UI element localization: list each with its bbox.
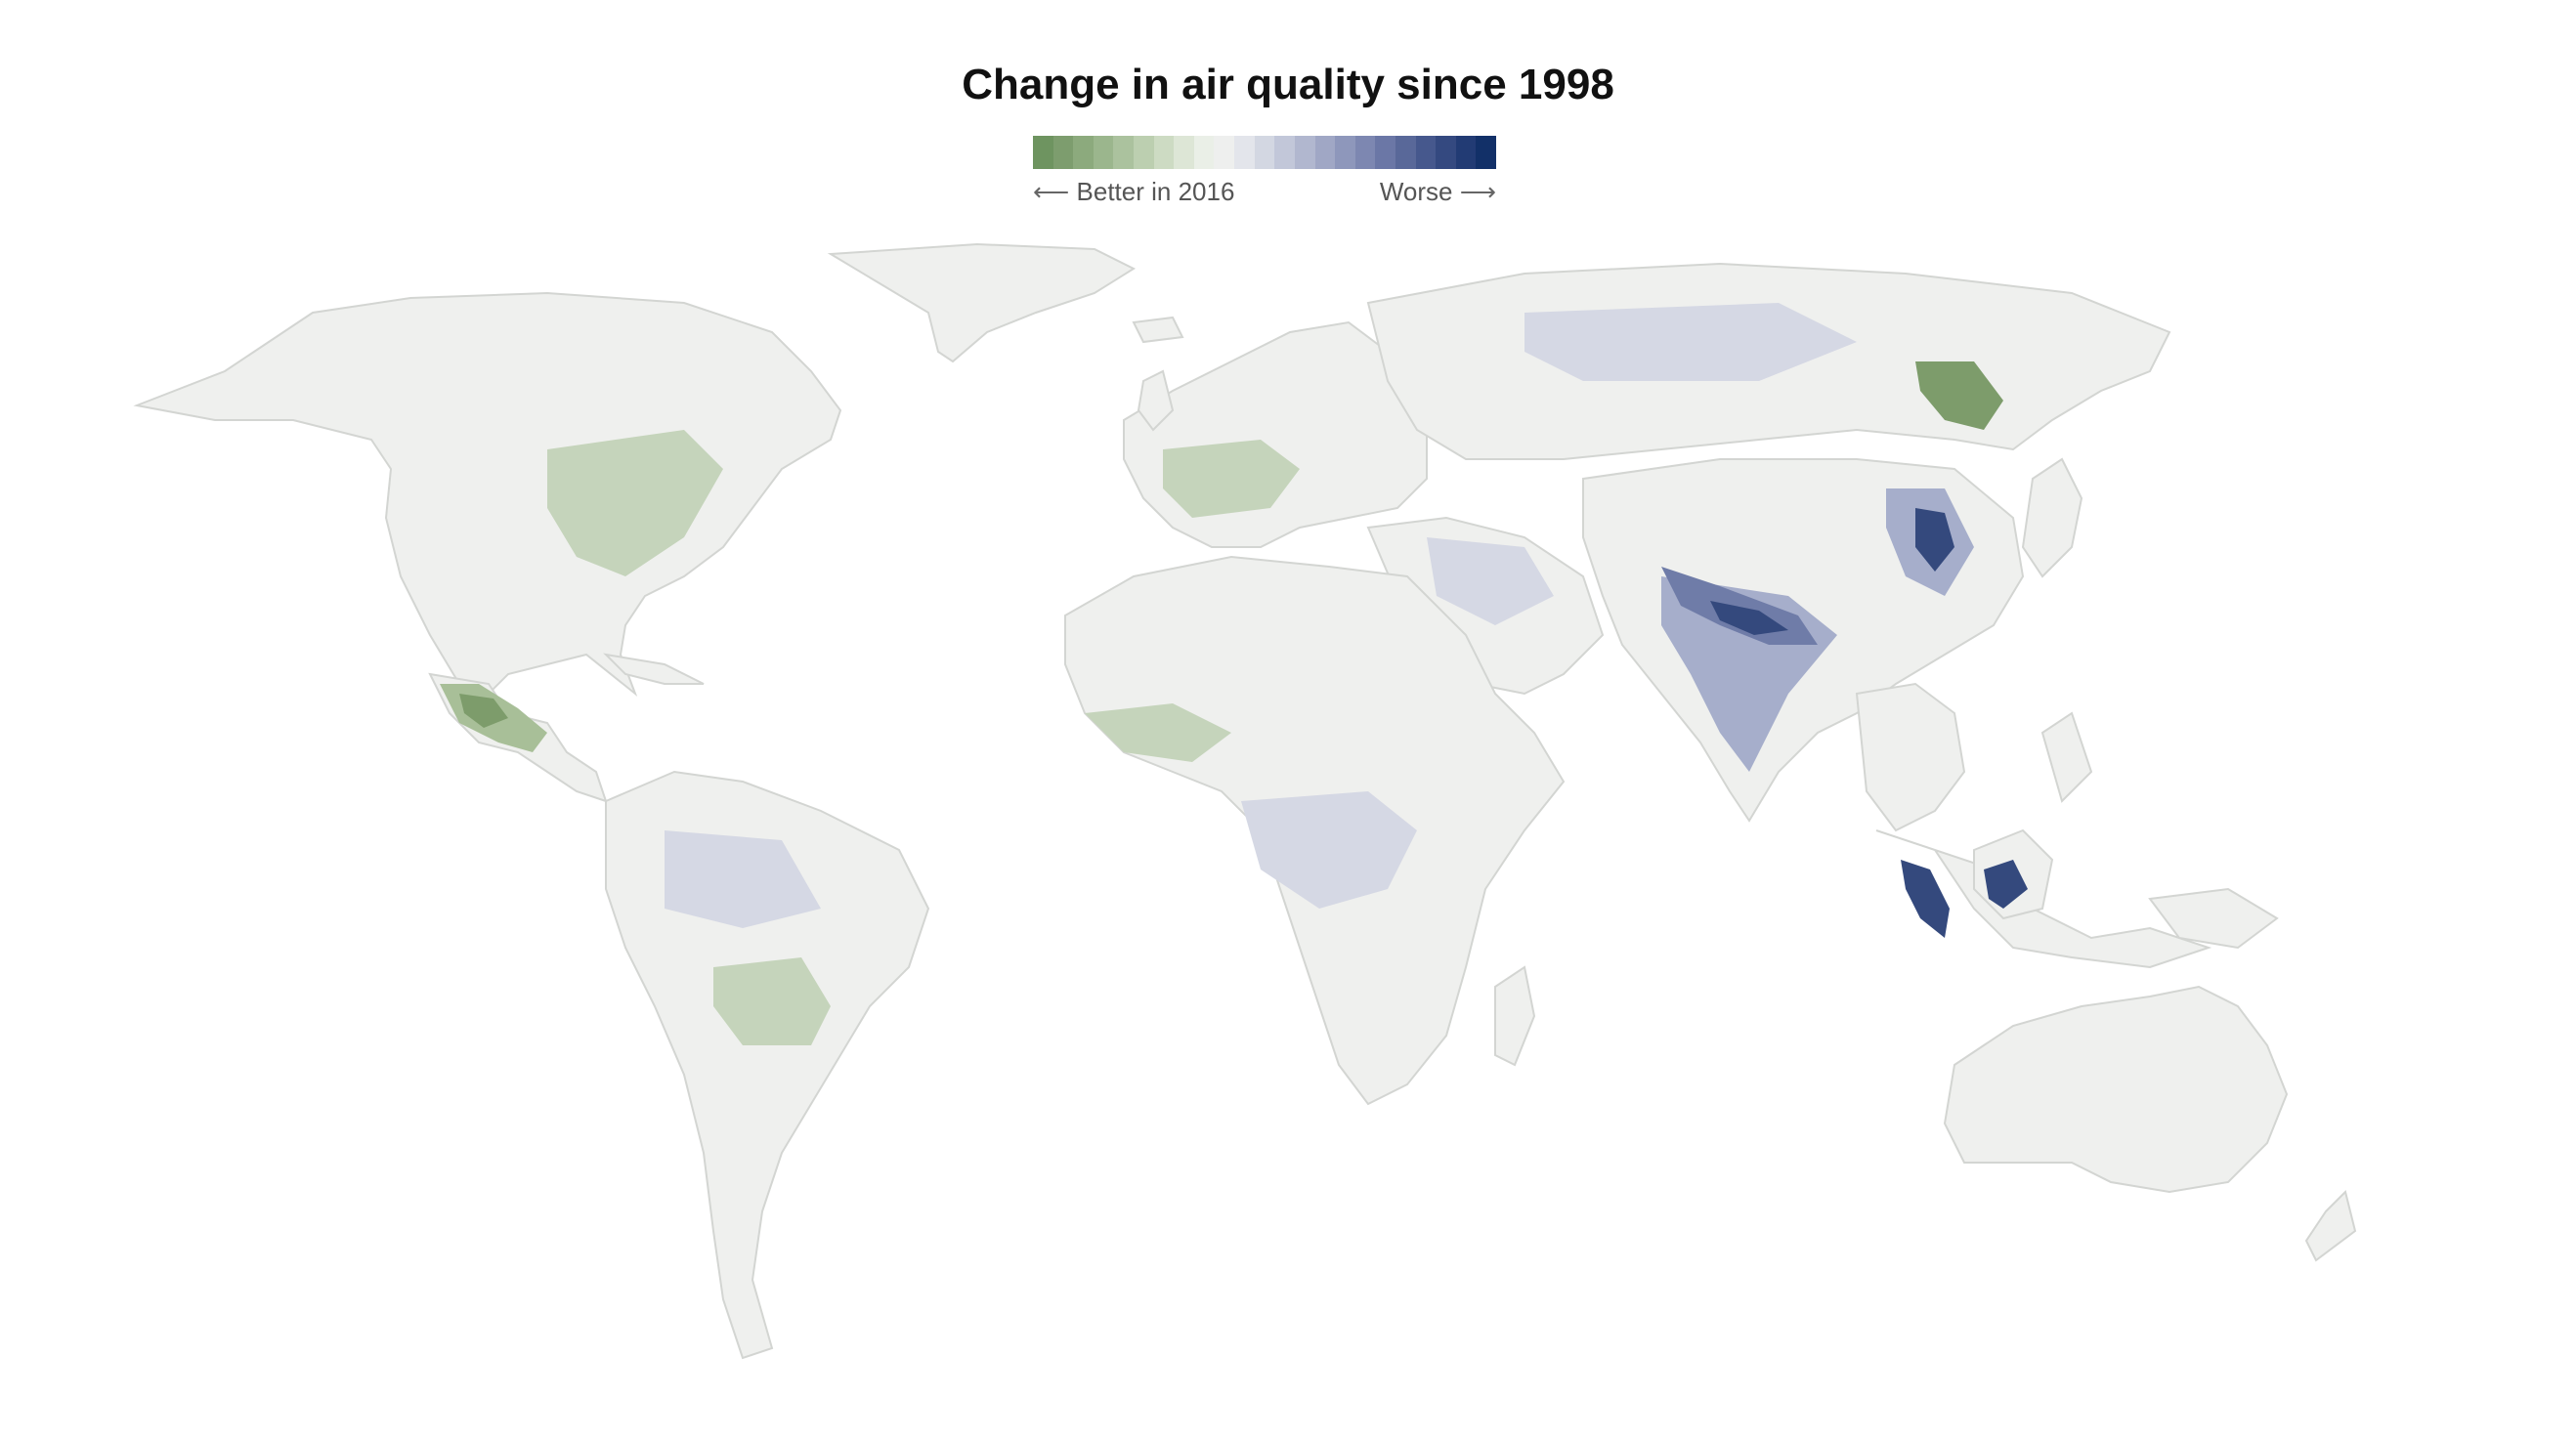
legend-swatch: [1113, 136, 1135, 169]
legend-color-ramp: [1033, 136, 1497, 169]
legend-swatch: [1234, 136, 1255, 169]
siberia-region: [1524, 303, 1857, 381]
western-europe-hotspot: [1163, 440, 1300, 518]
caribbean: [603, 653, 705, 685]
legend-swatch: [1395, 136, 1416, 169]
central-africa-region: [1241, 791, 1417, 909]
amazon-region: [665, 830, 821, 928]
world-map: [133, 242, 2357, 1360]
legend-swatch: [1214, 136, 1235, 169]
legend-swatch: [1073, 136, 1094, 169]
eastern-us-hotspot: [547, 430, 723, 576]
mexico-core-hotspot: [459, 694, 508, 728]
legend-swatch: [1193, 136, 1215, 169]
legend-swatch: [1436, 136, 1456, 169]
philippines: [2040, 711, 2093, 803]
legend-swatch: [1335, 136, 1355, 169]
australia: [1943, 985, 2289, 1194]
ganges-core-hotspot: [1710, 601, 1788, 635]
iceland: [1132, 316, 1184, 344]
northeast-china-hotspot: [1915, 361, 2003, 430]
new-guinea: [2148, 887, 2279, 950]
legend-better-text: Better in 2016: [1076, 177, 1235, 206]
south-america: [605, 770, 930, 1360]
legend-swatch: [1455, 136, 1477, 169]
southeast-asia: [1855, 682, 1966, 832]
legend-swatch: [1033, 136, 1053, 169]
map-title: Change in air quality since 1998: [962, 61, 1614, 108]
legend-swatch: [1476, 136, 1497, 169]
new-zealand: [2304, 1190, 2357, 1262]
legend-swatch: [1134, 136, 1154, 169]
left-arrow-icon: ⟵: [1033, 177, 1070, 206]
uk: [1137, 369, 1175, 432]
greenland: [827, 242, 1137, 363]
sahel-hotspot: [1085, 703, 1231, 762]
legend-swatch: [1174, 136, 1194, 169]
color-legend: ⟵ Better in 2016 Worse ⟶: [1033, 136, 1497, 212]
legend-labels: ⟵ Better in 2016 Worse ⟶: [1033, 177, 1496, 212]
middle-east-region: [1427, 537, 1554, 625]
legend-swatch: [1153, 136, 1175, 169]
legend-swatch: [1314, 136, 1336, 169]
north-america: [133, 291, 842, 698]
brazil-central-hotspot: [713, 957, 831, 1045]
madagascar: [1494, 965, 1536, 1067]
legend-worse-label: Worse ⟶: [1380, 177, 1496, 207]
east-china-hotspot: [1915, 508, 1954, 572]
legend-swatch: [1254, 136, 1275, 169]
legend-better-label: ⟵ Better in 2016: [1033, 177, 1234, 207]
legend-swatch: [1294, 136, 1315, 169]
legend-swatch: [1093, 136, 1114, 169]
borneo-hotspot: [1984, 860, 2028, 909]
legend-swatch: [1375, 136, 1395, 169]
legend-swatch: [1052, 136, 1074, 169]
legend-swatch: [1415, 136, 1437, 169]
right-arrow-icon: ⟶: [1459, 177, 1496, 206]
japan: [2021, 457, 2083, 578]
sumatra-hotspot: [1901, 860, 1950, 938]
legend-swatch: [1274, 136, 1295, 169]
legend-worse-text: Worse: [1379, 177, 1453, 206]
legend-swatch: [1354, 136, 1376, 169]
